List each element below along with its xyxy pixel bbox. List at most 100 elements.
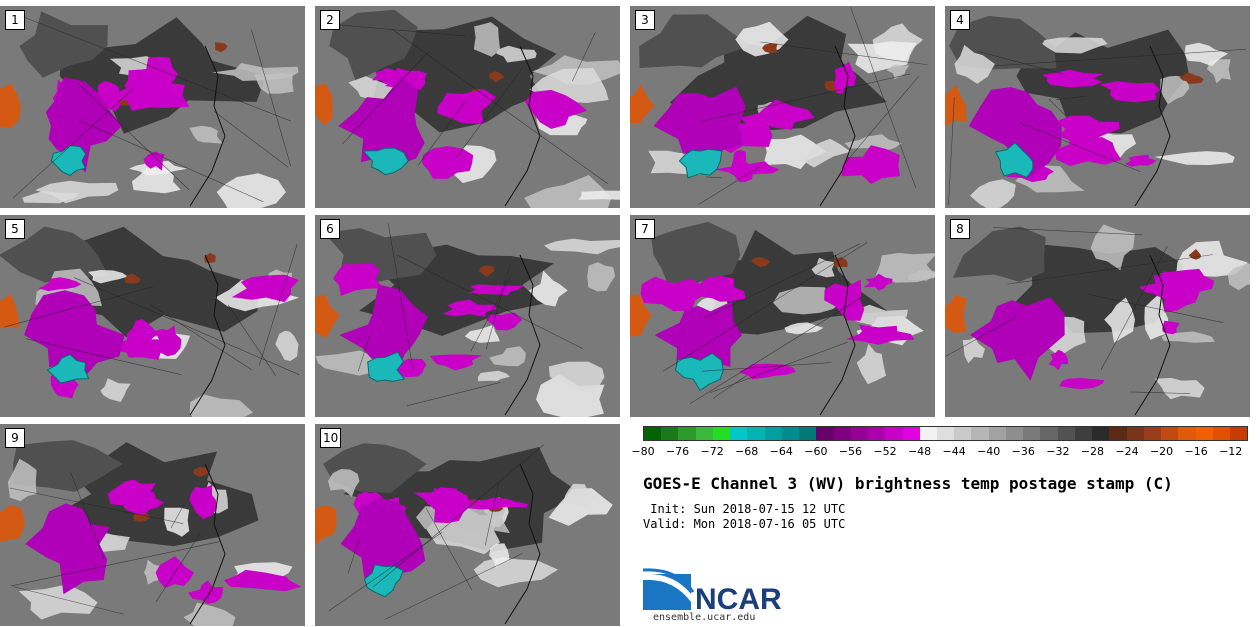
- moist-air-swirl: [524, 175, 612, 208]
- coastline: [189, 45, 226, 207]
- water-vapor-map: [0, 6, 305, 208]
- convective-cloud: [126, 319, 158, 350]
- convective-cloud: [1125, 154, 1156, 167]
- warm-spot: [1188, 249, 1201, 260]
- state-border: [1019, 122, 1141, 173]
- state-border: [703, 243, 860, 319]
- moist-air-swirl: [763, 134, 827, 170]
- moist-air-swirl: [496, 45, 537, 63]
- moist-air-swirl: [536, 374, 605, 417]
- valid-time: Valid: Mon 2018-07-16 05 UTC: [643, 517, 846, 531]
- state-border: [948, 97, 955, 205]
- postage-stamp-panel: 9: [0, 424, 305, 626]
- convective-cloud: [231, 274, 299, 303]
- coastline: [189, 254, 226, 416]
- convective-cloud: [372, 68, 403, 85]
- panel-number: 10: [320, 428, 342, 448]
- colorbar-segment: [954, 427, 972, 440]
- state-border: [347, 537, 360, 574]
- colorbar-segment: [781, 427, 800, 440]
- state-border: [1086, 293, 1224, 324]
- colorbar-tick-label: −60: [804, 445, 828, 458]
- colorbar-segment: [971, 427, 989, 440]
- convective-cloud: [740, 99, 815, 130]
- colorbar-segment: [1161, 427, 1179, 440]
- state-border: [384, 553, 523, 620]
- moist-air-swirl: [275, 330, 299, 361]
- convective-cloud: [841, 145, 900, 184]
- state-border: [698, 166, 760, 205]
- colorbar-tick-label: −80: [631, 445, 655, 458]
- state-border: [170, 504, 185, 529]
- moist-air-swirl: [1090, 224, 1135, 271]
- convective-cloud: [1058, 378, 1105, 390]
- state-border: [1048, 98, 1067, 117]
- warm-spot: [315, 294, 340, 339]
- convective-cloud: [422, 146, 474, 179]
- moist-air-swirl: [773, 286, 842, 315]
- state-border: [4, 286, 154, 328]
- convective-cloud: [38, 277, 82, 292]
- water-vapor-map: [0, 424, 305, 626]
- moist-air-swirl: [473, 557, 559, 588]
- panel-number: 9: [5, 428, 25, 448]
- colorbar-segment: [1195, 427, 1213, 440]
- logo-arc: [643, 568, 695, 593]
- warm-spot: [315, 83, 333, 126]
- colorbar-segment: [1074, 427, 1093, 440]
- state-border: [12, 88, 134, 199]
- state-border: [662, 242, 868, 372]
- state-border: [1056, 95, 1088, 100]
- dry-air-region: [329, 9, 418, 82]
- colorbar-segment: [868, 427, 886, 440]
- figure-title: GOES-E Channel 3 (WV) brightness temp po…: [643, 474, 1173, 493]
- moist-air-swirl: [131, 167, 181, 194]
- panel-number: 7: [635, 219, 655, 239]
- moist-air-swirl: [548, 488, 613, 526]
- state-border: [850, 7, 917, 189]
- state-border: [372, 444, 545, 588]
- warm-spot: [1185, 75, 1204, 84]
- state-border: [709, 341, 848, 394]
- colorbar-segment: [644, 427, 662, 440]
- convective-cloud: [340, 497, 426, 594]
- panel-number: 5: [5, 219, 25, 239]
- colorbar-segment: [816, 427, 834, 440]
- colorbar-segment: [764, 427, 782, 440]
- state-border: [10, 541, 220, 587]
- warm-spot: [945, 84, 967, 127]
- moist-air-swirl: [544, 238, 620, 255]
- warm-spot: [630, 294, 652, 337]
- colorbar-segment: [1178, 427, 1196, 440]
- colorbar-segment: [1005, 427, 1024, 440]
- moist-air-swirl: [7, 458, 37, 502]
- convective-cloud: [121, 491, 165, 515]
- convective-cloud: [429, 354, 482, 371]
- colorbar-segment: [1023, 427, 1041, 440]
- moist-air-swirl: [35, 180, 119, 204]
- state-border: [74, 277, 300, 375]
- convective-cloud: [442, 299, 497, 317]
- colorbar-tick-label: −72: [700, 445, 724, 458]
- moist-air-swirl: [473, 22, 501, 57]
- state-border: [77, 83, 190, 191]
- moist-air-swirl: [189, 394, 253, 417]
- colorbar-tick-label: −56: [838, 445, 863, 458]
- convective-cloud: [1041, 69, 1104, 88]
- cold-cloud-top: [994, 142, 1034, 179]
- colorbar-segment: [1109, 427, 1127, 440]
- colorbar: [643, 426, 1248, 441]
- moist-air-swirl: [886, 64, 910, 80]
- colorbar-tick-label: −40: [977, 445, 1001, 458]
- state-border: [418, 100, 466, 166]
- moist-air-swirl: [22, 190, 79, 204]
- panel-number: 1: [5, 10, 25, 30]
- state-border: [258, 244, 298, 366]
- state-border: [155, 533, 201, 602]
- moist-air-swirl: [528, 270, 568, 307]
- moist-air-swirl: [954, 45, 995, 84]
- convective-cloud: [738, 363, 796, 380]
- moist-air-swirl: [489, 543, 510, 568]
- state-border: [992, 227, 1143, 236]
- warm-spot: [945, 295, 967, 334]
